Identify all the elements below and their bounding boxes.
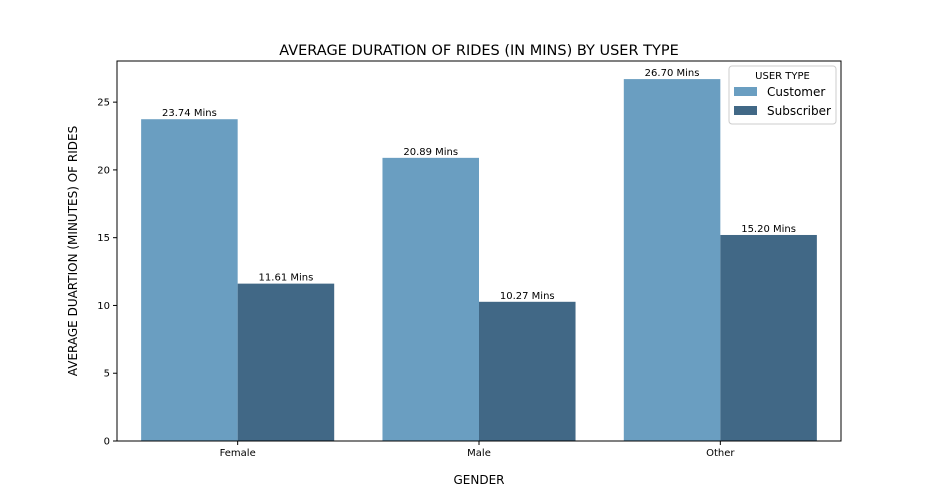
- data-label: 26.70 Mins: [645, 68, 700, 79]
- bar-subscriber-other: [720, 234, 817, 441]
- data-label: 23.74 Mins: [162, 108, 217, 119]
- bar-customer-male: [382, 157, 479, 441]
- axes-frame: [116, 60, 842, 442]
- data-label: 11.61 Mins: [259, 273, 314, 284]
- bar-customer-other: [623, 79, 721, 441]
- y-axis-title: AVERAGE DUARTION (MINUTES) OF RIDES: [66, 126, 80, 376]
- legend: USER TYPE Customer Subscriber: [728, 65, 837, 125]
- y-tick-label: 25: [97, 98, 110, 109]
- legend-title: USER TYPE: [755, 71, 810, 82]
- y-tick-label: 15: [97, 233, 110, 244]
- data-label: 15.20 Mins: [741, 224, 796, 235]
- legend-swatch-subscriber: [734, 106, 757, 115]
- bar-customer-female: [141, 119, 238, 441]
- plot-area: 0 5 10 15 20 25 23.74 Mins 11.61 Mins Female 20.8…: [97, 68, 817, 459]
- y-tick-label: 10: [97, 301, 110, 312]
- x-axis-title: GENDER: [453, 473, 504, 487]
- y-tick-label: 5: [104, 369, 110, 380]
- legend-label-customer: Customer: [767, 85, 825, 99]
- y-tick-label: 20: [97, 165, 110, 176]
- legend-swatch-customer: [734, 87, 757, 96]
- x-tick-label: Female: [220, 448, 256, 459]
- data-label: 10.27 Mins: [500, 291, 555, 302]
- data-label: 20.89 Mins: [403, 147, 458, 158]
- x-tick-label: Other: [706, 448, 735, 459]
- bar-subscriber-female: [237, 283, 335, 441]
- bar-subscriber-male: [479, 301, 576, 441]
- y-tick-label: 0: [104, 437, 110, 448]
- chart-title: AVERAGE DURATION OF RIDES (IN MINS) BY U…: [279, 43, 679, 59]
- x-tick-label: Male: [467, 448, 491, 459]
- legend-label-subscriber: Subscriber: [767, 104, 831, 118]
